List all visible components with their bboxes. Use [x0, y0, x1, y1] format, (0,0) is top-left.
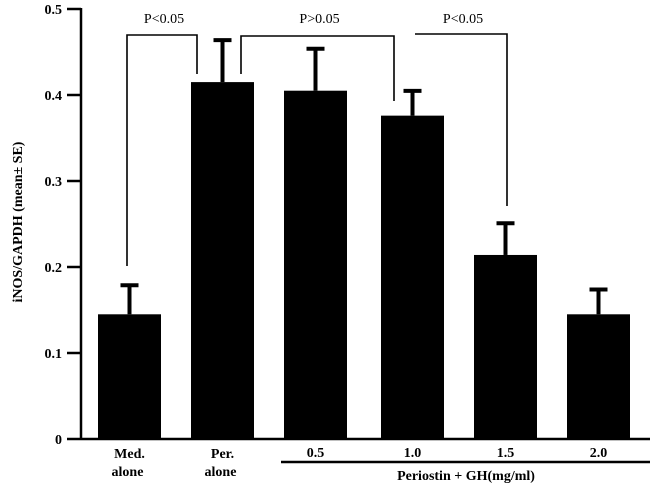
x-tick-label-line2: alone — [205, 465, 237, 480]
bar — [474, 254, 537, 439]
x-tick-label: Per. — [211, 447, 234, 462]
x-tick-label: 1.0 — [404, 446, 422, 461]
significance-label: P<0.05 — [443, 12, 483, 27]
bar — [567, 314, 630, 439]
bar — [98, 314, 161, 439]
x-tick-label: Med. — [114, 447, 145, 462]
y-tick-label: 0.1 — [45, 347, 63, 362]
bar — [284, 90, 347, 439]
x-tick-label-line2: alone — [112, 465, 144, 480]
significance-bracket — [240, 35, 395, 101]
y-tick-label: 0.4 — [45, 89, 63, 104]
bar — [191, 82, 254, 439]
significance-bracket — [126, 34, 198, 266]
y-tick-label: 0 — [55, 433, 62, 448]
y-tick-label: 0.5 — [45, 3, 63, 18]
y-tick-label: 0.2 — [45, 261, 63, 276]
x-tick-label: 0.5 — [307, 446, 325, 461]
x-tick-label: 1.5 — [497, 446, 515, 461]
group-label: Periostin + GH(mg/ml) — [397, 469, 535, 484]
bar — [381, 115, 444, 439]
significance-bracket — [415, 33, 508, 206]
y-axis-label: iNOS/GAPDH (mean± SE) — [11, 141, 26, 302]
y-tick-label: 0.3 — [45, 175, 63, 190]
significance-label: P>0.05 — [299, 12, 339, 27]
significance-label: P<0.05 — [144, 12, 184, 27]
x-tick-label: 2.0 — [590, 446, 608, 461]
